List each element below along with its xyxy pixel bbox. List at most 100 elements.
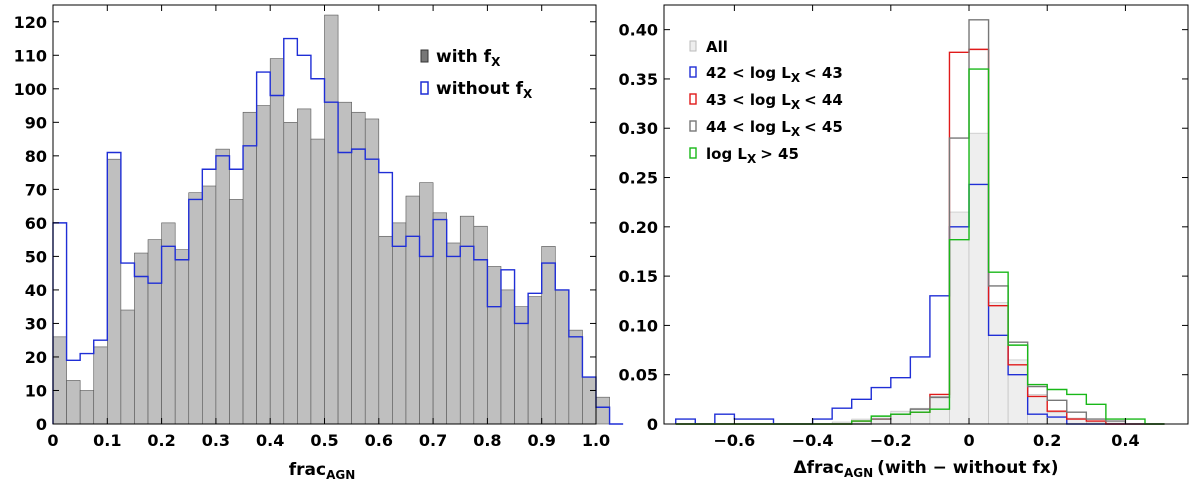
left-series-0-bar [527,296,542,425]
legend-label-without-fx-main: without f [436,79,524,99]
right-ytick-label: 0.30 [619,119,658,138]
right-ytick-label: 0 [647,415,658,434]
left-ytick-label: 30 [25,314,47,333]
left-xlabel-main: frac [289,460,326,480]
right-plot-frame [663,4,1189,425]
legend-label-without-fx: without fX [436,79,533,101]
left-series-0-bar [487,266,502,425]
left-series-0-bar [79,390,95,425]
left-ytick-label: 100 [14,80,47,99]
legend-label-all: All [706,38,728,56]
right-xtick-label: −0.4 [792,431,834,450]
left-xtick-label: 0.9 [528,431,556,450]
left-ticks-layer: 0 0.1 0.2 0.3 0.4 0.5 0.6 0.7 0.8 0.9 1.0 0 10 20 30 40… [14,5,610,450]
left-series-0-bar [66,380,81,425]
legend-swatch-all [689,40,697,52]
legend-label-44-45: 44 < log LX < 45 [706,118,843,139]
legend-label-43-44-sub: X [791,98,801,112]
left-series-0-bar [554,289,570,425]
right-series-0-bar [1046,411,1068,425]
left-xtick-label: 0.5 [310,431,338,450]
left-ytick-label: 40 [25,281,47,300]
right-ytick-label: 0.35 [619,70,658,89]
right-ytick-label: 0.10 [619,316,658,335]
left-xtick-label: 0 [47,431,58,450]
left-xtick-label: 0.7 [419,431,447,450]
legend-swatch-without-fx [420,81,429,95]
right-xtick-label: 0.4 [1111,431,1139,450]
left-series-0-bar [256,105,271,425]
left-legend: with fX without fX [420,47,533,101]
legend-label-44-45-tail: < 45 [804,118,843,136]
legend-label-gt45: log LX > 45 [706,145,799,166]
left-series-0-bar [324,14,339,425]
right-series-1-step-line [675,183,1165,425]
right-ytick-label: 0.25 [619,169,658,188]
right-xtick-label: −0.2 [870,431,912,450]
legend-label-42-43-tail: < 43 [804,64,843,82]
right-xlabel: ΔfracAGN (with − without fx) [793,458,1058,480]
left-xtick-label: 0.1 [93,431,121,450]
right-series-0-bar [870,415,892,425]
left-bars-layer [52,14,610,425]
left-series-0-bar [446,242,461,425]
left-ytick-label: 70 [25,180,47,199]
legend-swatch-43-44 [689,93,697,105]
right-ticks-layer: −0.6 −0.4 −0.2 0 0.2 0.400.050.100.150.200.25… [619,5,1188,450]
left-series-0-bar [161,222,176,425]
legend-label-42-43-main: 42 < log L [706,64,791,82]
left-series-0-bar [269,58,285,425]
right-ytick-label: 0.40 [619,21,658,40]
left-series-0-bar [419,182,434,425]
left-xtick-label: 0.2 [147,431,175,450]
legend-label-with-fx-sub: X [491,55,501,69]
legend-label-gt45-sub: X [747,152,757,166]
legend-label-with-fx-main: with f [436,47,492,67]
left-series-0-bar [202,185,217,425]
left-series-0-bar [283,122,298,425]
left-ytick-label: 110 [14,46,47,65]
left-xtick-label: 0.8 [473,431,501,450]
left-ytick-label: 0 [36,415,47,434]
left-series-0-bar [147,239,162,425]
right-xlabel-tail: (with − without fx) [877,458,1058,478]
left-ytick-label: 120 [14,13,47,32]
legend-label-without-fx-sub: X [523,87,533,101]
legend-label-gt45-tail: > 45 [760,145,799,163]
left-series-0-bar [392,222,407,425]
legend-label-42-43-sub: X [791,71,801,85]
left-series-0-bar [107,158,122,425]
right-xlabel-main: Δfrac [793,458,844,478]
left-series-0-bar [93,346,108,425]
legend-label-with-fx: with fX [436,47,501,69]
left-ytick-label: 90 [25,113,47,132]
left-series-0-bar [188,192,203,425]
legend-label-43-44-main: 43 < log L [706,91,791,109]
legend-swatch-with-fx [420,49,429,63]
left-xtick-label: 0.4 [256,431,284,450]
left-series-0-bar [500,289,515,425]
left-series-0-bar [541,246,556,425]
left-series-0-bar [514,306,529,425]
right-series-0-bar [949,211,970,425]
right-series-0-bar [929,396,950,425]
right-ytick-label: 0.20 [619,218,658,237]
left-series-0-bar [120,309,135,425]
left-series-0-bar [215,148,230,425]
right-series-0-bar [910,407,931,425]
left-ytick-label: 20 [25,348,47,367]
left-series-0-bar [52,336,67,425]
legend-label-43-44-tail: < 44 [804,91,843,109]
right-legend: All 42 < log LX < 43 43 < log LX < 44 44 <… [689,38,843,166]
left-series-0-bar [242,111,257,425]
left-xtick-label: 0.3 [202,431,230,450]
left-series-0-bar [459,215,475,425]
left-xlabel-sub: AGN [326,468,355,482]
legend-label-44-45-sub: X [791,125,801,139]
right-xlabel-sub: AGN [844,466,873,480]
left-ytick-label: 10 [25,381,47,400]
left-series-0-bar [405,195,420,425]
left-series-0-bar [310,138,325,425]
left-xtick-label: 0.6 [365,431,393,450]
left-ytick-label: 50 [25,247,47,266]
